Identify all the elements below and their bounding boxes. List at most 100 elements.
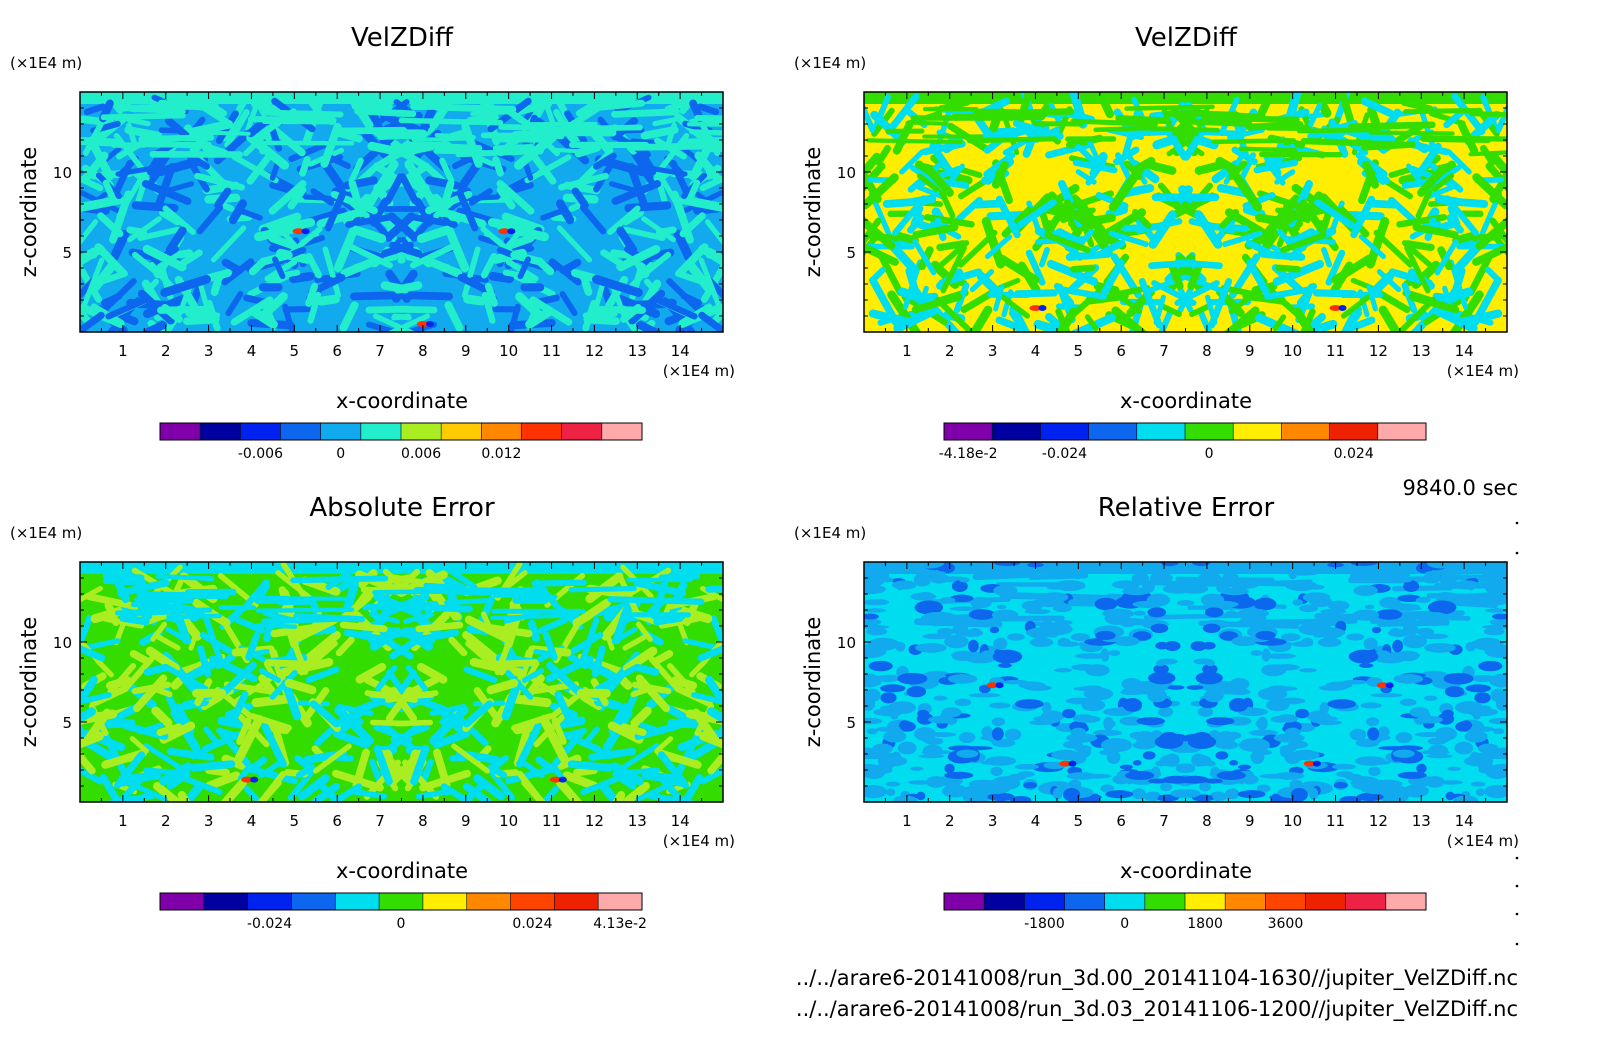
- heatmap-blob: [1014, 699, 1044, 709]
- heatmap-stripe: [185, 310, 221, 319]
- heatmap-stripe: [181, 661, 216, 684]
- heatmap-blob: [1178, 584, 1209, 594]
- colorbar-swatch: [203, 893, 249, 910]
- heatmap-blob: [1401, 577, 1412, 583]
- heatmap-stripe: [571, 187, 589, 209]
- heatmap-blob: [1423, 695, 1438, 701]
- heatmap-blob: [1095, 630, 1116, 641]
- heatmap-stripe: [488, 271, 514, 284]
- heatmap-blob: [1397, 771, 1427, 779]
- heatmap-stripe: [80, 219, 99, 246]
- heatmap-stripe: [433, 748, 451, 789]
- heatmap-blob: [1420, 712, 1431, 718]
- heatmap-stripe: [610, 762, 644, 786]
- heatmap-blob: [910, 766, 924, 771]
- heatmap-stripe: [554, 691, 574, 724]
- heatmap-stripe: [453, 183, 479, 232]
- heatmap-blob: [1478, 660, 1503, 672]
- heatmap-blob: [1379, 596, 1401, 609]
- heatmap-stripe: [705, 585, 723, 593]
- heatmap-stripe: [398, 117, 504, 126]
- heatmap-stripe: [429, 705, 469, 746]
- heatmap-stripe: [580, 273, 593, 297]
- heatmap-blob: [1157, 706, 1174, 717]
- heatmap-stripe: [637, 164, 655, 185]
- x-tick-label: 10: [1283, 812, 1302, 830]
- heatmap-blob: [1350, 562, 1377, 566]
- heatmap-stripe: [571, 269, 598, 283]
- heatmap-stripe: [1475, 216, 1507, 250]
- chart-title: Absolute Error: [309, 493, 495, 523]
- heatmap-blob: [1053, 668, 1073, 673]
- heatmap-stripe: [595, 99, 646, 111]
- heatmap-spot: [507, 228, 516, 235]
- heatmap-blob: [1403, 580, 1420, 592]
- heatmap-spot: [986, 682, 999, 689]
- heatmap-stripe: [1173, 259, 1223, 270]
- heatmap-stripe: [151, 706, 173, 728]
- heatmap-blob: [892, 580, 917, 590]
- heatmap-blob: [1392, 749, 1415, 758]
- margin-dot: [1515, 856, 1519, 860]
- heatmap-blob: [864, 618, 882, 627]
- heatmap-stripe: [993, 284, 1005, 312]
- heatmap-blob: [1249, 729, 1279, 737]
- heatmap-stripe: [607, 205, 641, 235]
- heatmap-stripe: [405, 254, 451, 270]
- heatmap-stripe: [1452, 231, 1477, 245]
- heatmap-stripe: [882, 313, 907, 324]
- heatmap-blob: [1077, 746, 1092, 758]
- heatmap-stripe: [686, 179, 701, 203]
- heatmap-spot: [1338, 305, 1347, 311]
- heatmap-stripe: [969, 269, 995, 293]
- heatmap-stripe: [257, 292, 288, 321]
- heatmap-stripe: [1070, 118, 1159, 127]
- heatmap-stripe: [899, 149, 925, 175]
- heatmap-blob: [866, 728, 878, 735]
- heatmap-blob: [1368, 766, 1381, 777]
- heatmap-stripe: [298, 640, 338, 676]
- heatmap-blob: [1216, 770, 1246, 781]
- heatmap-blob: [910, 592, 937, 601]
- heatmap-stripe: [1362, 160, 1380, 189]
- heatmap-stripe: [1222, 230, 1263, 248]
- heatmap-stripe: [1084, 314, 1099, 332]
- x-tick-label: 11: [542, 342, 561, 360]
- colorbar-swatch: [1329, 423, 1379, 440]
- heatmap-stripe: [339, 621, 388, 633]
- heatmap-blob: [1264, 653, 1296, 659]
- x-tick-label: 3: [988, 342, 998, 360]
- heatmap-blob: [979, 650, 997, 662]
- heatmap-stripe: [550, 762, 566, 782]
- heatmap-blob: [1439, 572, 1458, 587]
- heatmap-stripe: [521, 668, 545, 683]
- heatmap-stripe: [258, 668, 282, 683]
- heatmap-stripe: [496, 186, 516, 210]
- heatmap-stripe: [236, 207, 263, 221]
- heatmap-blob: [1094, 597, 1118, 611]
- heatmap-stripe: [310, 782, 341, 802]
- heatmap-blob: [1215, 740, 1239, 750]
- heatmap-blob: [1434, 592, 1461, 601]
- heatmap-stripe: [507, 303, 521, 332]
- x-tick-label: 5: [1074, 342, 1084, 360]
- heatmap-stripe: [262, 722, 291, 735]
- heatmap-blob: [1006, 633, 1025, 641]
- heatmap-blob: [1074, 633, 1086, 641]
- x-tick-label: 6: [1116, 342, 1126, 360]
- heatmap-stripe: [148, 164, 166, 185]
- heatmap-stripe: [580, 774, 623, 795]
- heatmap-stripe: [376, 130, 428, 139]
- heatmap-blob: [883, 730, 907, 743]
- heatmap-blob: [1063, 787, 1081, 802]
- heatmap-blob: [1488, 717, 1507, 725]
- heatmap-stripe: [611, 108, 680, 118]
- heatmap-stripe: [1368, 130, 1455, 136]
- heatmap-stripe: [887, 290, 922, 332]
- colorbar-swatch: [992, 423, 1041, 440]
- heatmap-stripe: [1183, 118, 1253, 127]
- heatmap-stripe: [410, 744, 430, 786]
- heatmap-stripe: [892, 195, 927, 236]
- heatmap-blob: [1416, 627, 1434, 636]
- heatmap-stripe: [1245, 239, 1272, 256]
